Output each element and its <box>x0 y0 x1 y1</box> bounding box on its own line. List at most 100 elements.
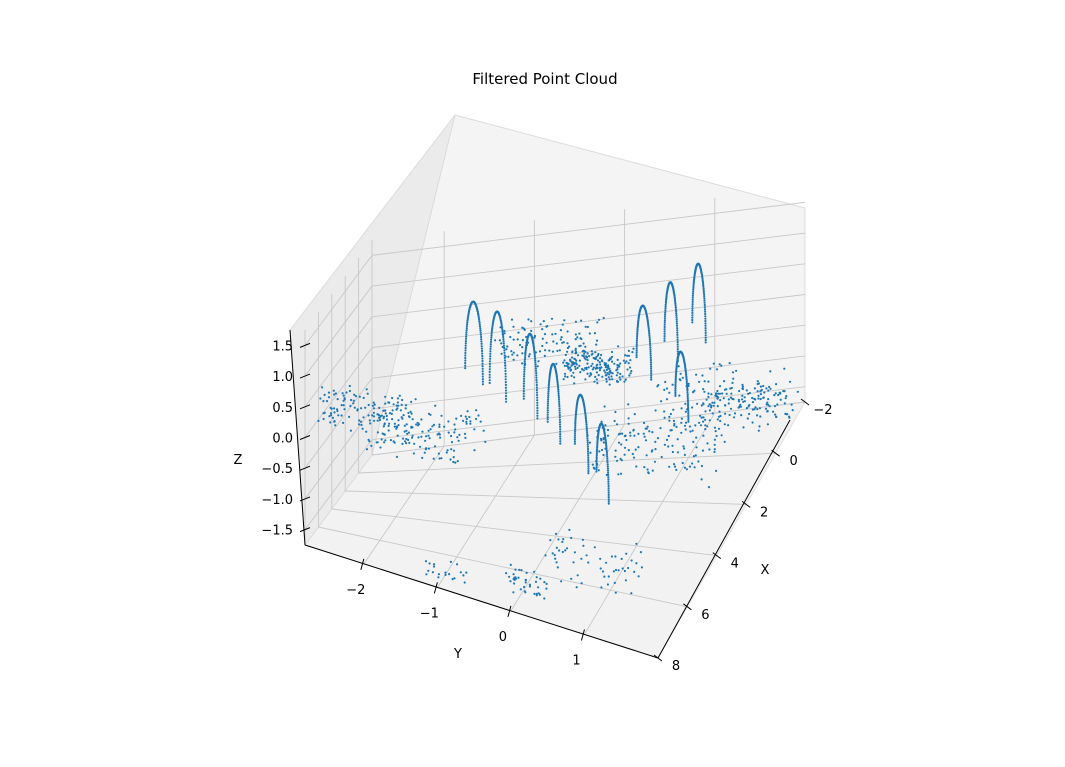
point <box>447 420 450 423</box>
y-tick-label: 0 <box>499 630 507 645</box>
point <box>512 358 515 361</box>
point <box>460 414 463 417</box>
point <box>692 285 695 288</box>
point <box>488 365 491 368</box>
point <box>663 339 666 342</box>
point <box>567 363 570 366</box>
point <box>768 385 771 388</box>
point <box>715 392 718 396</box>
point <box>676 329 679 332</box>
point <box>656 437 660 440</box>
x-tick <box>800 398 810 406</box>
point <box>556 384 560 388</box>
point <box>669 412 673 416</box>
point <box>698 421 701 424</box>
point <box>623 453 626 456</box>
point <box>700 464 704 468</box>
point <box>535 594 538 597</box>
point <box>727 398 731 401</box>
point <box>425 447 428 450</box>
point <box>711 401 714 404</box>
point <box>659 427 662 430</box>
point <box>629 434 632 437</box>
point <box>713 443 716 446</box>
point <box>323 393 326 396</box>
point <box>466 323 469 326</box>
point <box>668 391 671 394</box>
point <box>391 409 394 412</box>
point <box>524 579 528 582</box>
point <box>605 366 608 369</box>
point <box>369 422 372 425</box>
point <box>397 424 400 427</box>
point <box>722 397 725 400</box>
point <box>548 381 551 384</box>
point <box>668 419 671 422</box>
y-ticks: −2 −1 0 1 <box>346 558 585 668</box>
point <box>512 338 515 341</box>
point <box>704 341 707 344</box>
point <box>737 398 741 401</box>
point <box>591 368 594 371</box>
point <box>764 407 768 410</box>
point <box>773 405 777 408</box>
point <box>692 288 695 291</box>
point <box>539 577 542 580</box>
point <box>579 371 582 374</box>
point <box>660 400 663 403</box>
point <box>400 403 403 406</box>
point <box>586 441 589 444</box>
point <box>681 461 684 465</box>
point <box>651 469 654 472</box>
point <box>533 336 536 339</box>
point <box>574 426 577 429</box>
point <box>489 355 492 358</box>
point <box>528 585 532 588</box>
point <box>702 388 705 391</box>
point <box>635 345 638 348</box>
point <box>620 443 623 446</box>
point <box>349 429 352 432</box>
point <box>444 573 447 577</box>
point <box>534 369 538 372</box>
point <box>683 453 687 456</box>
point <box>676 348 679 351</box>
point <box>574 367 577 371</box>
point <box>561 540 564 544</box>
point <box>607 502 610 505</box>
point <box>703 301 706 304</box>
point <box>536 409 539 412</box>
point <box>453 423 456 426</box>
point <box>391 418 394 421</box>
point <box>606 465 609 468</box>
point <box>588 441 592 444</box>
point <box>534 363 537 366</box>
point <box>603 428 606 431</box>
point <box>387 429 390 432</box>
point <box>562 378 565 381</box>
point <box>512 577 515 581</box>
point <box>632 456 636 459</box>
point <box>371 414 374 417</box>
point <box>649 363 653 366</box>
point <box>481 362 484 365</box>
point <box>329 412 333 415</box>
point <box>758 407 762 410</box>
point <box>548 379 551 382</box>
point <box>431 425 434 428</box>
point <box>725 388 728 391</box>
point <box>449 560 452 564</box>
point <box>596 445 599 448</box>
point <box>523 328 526 331</box>
point <box>635 351 638 354</box>
point <box>565 361 568 364</box>
point <box>595 452 599 455</box>
point <box>411 426 414 429</box>
point <box>636 325 639 328</box>
point <box>533 592 536 596</box>
y-axis-label: Y <box>453 647 462 662</box>
point <box>753 387 757 390</box>
point <box>566 342 569 345</box>
point <box>511 353 514 356</box>
point <box>650 369 653 372</box>
